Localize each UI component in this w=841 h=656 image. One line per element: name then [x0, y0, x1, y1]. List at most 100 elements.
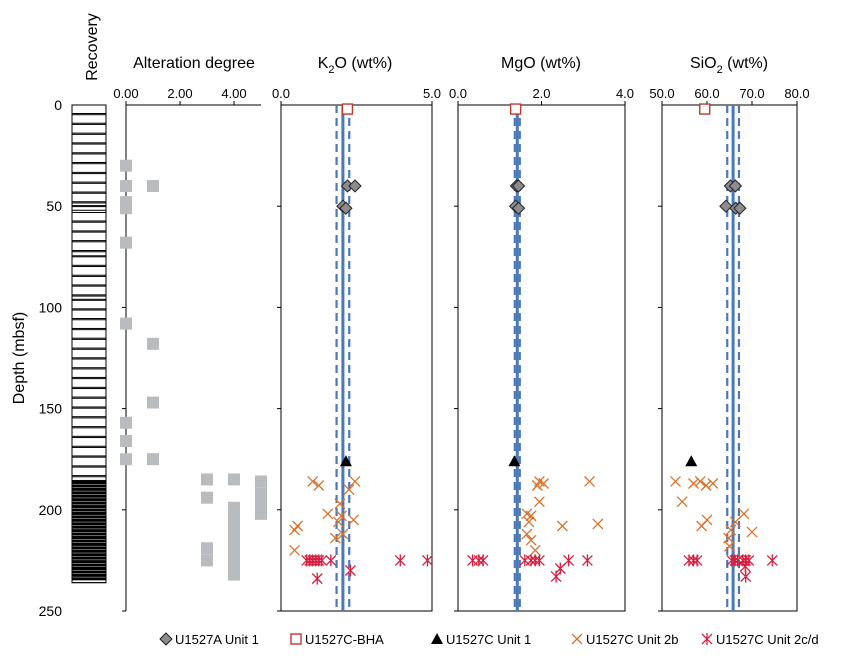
marker-u1527c-unit2b	[521, 528, 533, 540]
recovery-core	[71, 123, 107, 134]
alteration-mark	[147, 396, 159, 409]
alteration-mark	[228, 519, 240, 532]
recovery-core	[71, 295, 107, 300]
alteration-mark	[147, 453, 159, 466]
marker-u1527c-unit2b	[707, 478, 719, 489]
recovery-core-fill	[72, 560, 106, 563]
alteration-mark	[147, 337, 159, 350]
recovery-core	[71, 466, 107, 477]
recovery-core-fill	[72, 508, 106, 512]
sio2-panel: SiO2 (wt%) 50.0 60.0 70.0 80.0	[649, 55, 810, 612]
recovery-core-fill	[72, 488, 106, 491]
recovery-core	[71, 338, 107, 349]
legend-label: U1527C Unit 2c/d	[716, 632, 819, 647]
recovery-core	[71, 388, 107, 398]
recovery-core-fill	[72, 533, 106, 536]
marker-u1527c-unit1	[508, 455, 521, 467]
marker-u1527a-unit1	[719, 199, 733, 213]
marker-u1527c-unit2cd	[691, 554, 703, 567]
marker-u1527c-unit2b	[670, 476, 681, 487]
marker-u1527a-unit1	[511, 201, 526, 215]
recovery-core	[71, 348, 107, 359]
k2o-panel: K2O (wt%) 0.0 5.0	[272, 55, 441, 612]
marker-u1527c-unit2cd	[766, 554, 778, 567]
recovery-core-fill	[72, 557, 106, 560]
recovery-core	[71, 407, 107, 418]
recovery-core	[71, 266, 107, 276]
recovery-core	[71, 299, 107, 310]
marker-u1527c-unit2b	[533, 496, 545, 508]
marker-u1527c-unit2cd	[739, 560, 751, 573]
recovery-core	[71, 417, 107, 428]
marker-u1527c-unit2b	[525, 534, 537, 546]
recovery-core-fill	[72, 564, 106, 567]
recovery-core	[71, 309, 107, 320]
x-tick-label: 50.0	[649, 86, 674, 101]
mgo-panel: MgO (wt%) 0.0 2.0 4.0	[449, 55, 634, 612]
marker-u1527c-unit2b	[696, 520, 708, 532]
recovery-label: Recovery	[84, 13, 101, 81]
recovery-core-fill	[72, 577, 106, 580]
x-tick-label: 2.0	[532, 86, 550, 101]
marker-u1527c-unit2b	[289, 544, 301, 556]
panel-frame	[457, 104, 626, 612]
marker-u1527c-unit2cd	[533, 554, 545, 567]
marker-u1527c-unit2b	[729, 516, 741, 528]
marker-u1527c-unit2b	[335, 510, 347, 522]
recovery-core	[71, 427, 107, 437]
recovery-core-fill	[72, 515, 106, 518]
marker-u1527a-unit1	[339, 201, 353, 215]
recovery-core-fill	[72, 570, 106, 573]
recovery-core	[71, 206, 107, 211]
marker-u1527c-unit2cd	[311, 572, 323, 585]
recovery-core-fill	[72, 546, 106, 549]
recovery-core	[71, 275, 107, 286]
recovery-core	[71, 378, 107, 388]
recovery-core	[71, 202, 107, 207]
marker-u1527c-unit2b	[529, 544, 541, 556]
recovery-core-fill	[72, 574, 106, 577]
marker-u1527c-unit2cd	[467, 554, 479, 567]
depth-axis-label: Depth (mbsf)	[11, 312, 28, 404]
depth-tick-label: 200	[39, 502, 63, 518]
recovery-core	[71, 285, 107, 296]
alteration-tick-label: 2.00	[167, 86, 192, 101]
recovery-core-fill	[72, 522, 106, 525]
recovery-core	[71, 153, 107, 163]
recovery-core	[71, 221, 107, 232]
marker-u1527c-unit2b	[332, 516, 344, 528]
recovery-core	[71, 368, 107, 378]
marker-u1527c-unit2b	[571, 633, 583, 645]
recovery-core-fill	[72, 512, 106, 515]
legend-label: U1527A Unit 1	[175, 632, 259, 647]
depth-tick-label: 250	[39, 603, 63, 619]
alteration-mark	[201, 542, 213, 555]
marker-u1527a-unit1	[728, 179, 743, 193]
alteration-panel: Alteration degree 0.00 2.00 4.00	[113, 55, 267, 612]
marker-u1527c-unit2cd	[740, 570, 752, 583]
alteration-mark	[120, 453, 132, 466]
title-main: SiO	[690, 55, 717, 72]
depth-tick-label: 150	[39, 401, 63, 417]
recovery-core-fill	[72, 481, 106, 484]
recovery-core	[71, 104, 107, 115]
marker-u1527a-unit1	[348, 179, 362, 193]
title-rest: O (wt%)	[335, 55, 393, 72]
recovery-core-fill	[72, 567, 106, 570]
recovery-core-fill	[72, 491, 106, 494]
recovery-core	[71, 173, 107, 183]
marker-u1527c-unit2cd	[550, 570, 562, 583]
legend-label: U1527C Unit 1	[446, 632, 531, 647]
x-tick-label: 0.0	[272, 86, 290, 101]
marker-u1527c-unit2b	[531, 480, 543, 491]
marker-u1527c-unit2cd	[325, 554, 337, 567]
alteration-mark	[255, 497, 267, 510]
recovery-core	[71, 358, 107, 369]
recovery-core	[71, 329, 107, 339]
recovery-core-fill	[72, 484, 106, 487]
title-main: K	[318, 55, 329, 72]
alteration-mark	[255, 507, 267, 520]
recovery-core	[71, 456, 107, 467]
marker-u1527c-unit2b	[676, 496, 688, 508]
depth-axis: 0 50 100 150 200 250	[39, 97, 63, 619]
